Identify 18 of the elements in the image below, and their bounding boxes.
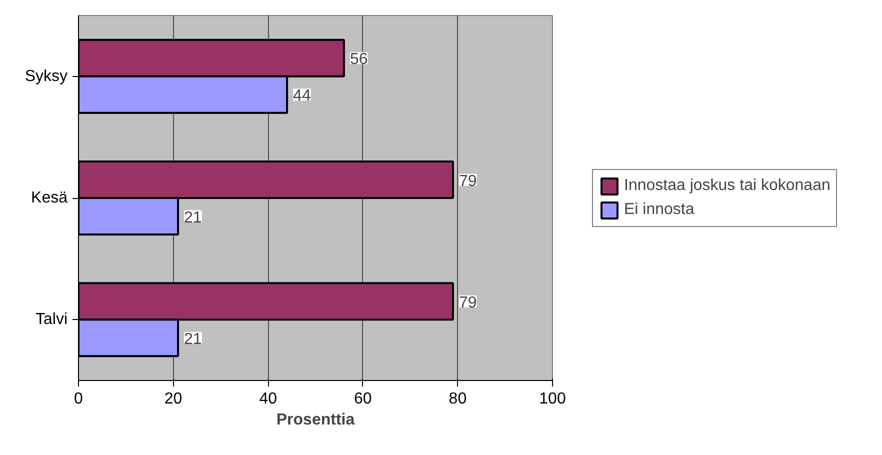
x-tick-label: 40 <box>259 390 278 408</box>
x-tick-label: 80 <box>448 390 467 408</box>
data-label: 21 <box>184 209 202 226</box>
data-label: 79 <box>458 294 477 312</box>
x-axis-title: Prosenttia <box>276 412 355 428</box>
legend-label: Innostaa joskus tai kokonaan <box>624 176 830 194</box>
legend-label: Ei innosta <box>624 200 694 218</box>
y-tick-label: Syksy <box>24 68 68 85</box>
x-tick-label: 100 <box>539 390 566 408</box>
x-tick-label: 60 <box>354 390 372 408</box>
y-tick-label: Talvi <box>35 311 68 328</box>
data-label: 21 <box>184 330 202 348</box>
x-tick-label: 0 <box>74 390 84 408</box>
data-label: 79 <box>458 172 477 190</box>
data-label: 44 <box>293 88 311 105</box>
x-tick-label: 20 <box>164 390 182 408</box>
data-label: 56 <box>350 51 368 68</box>
y-tick-label: Kesä <box>31 190 68 206</box>
